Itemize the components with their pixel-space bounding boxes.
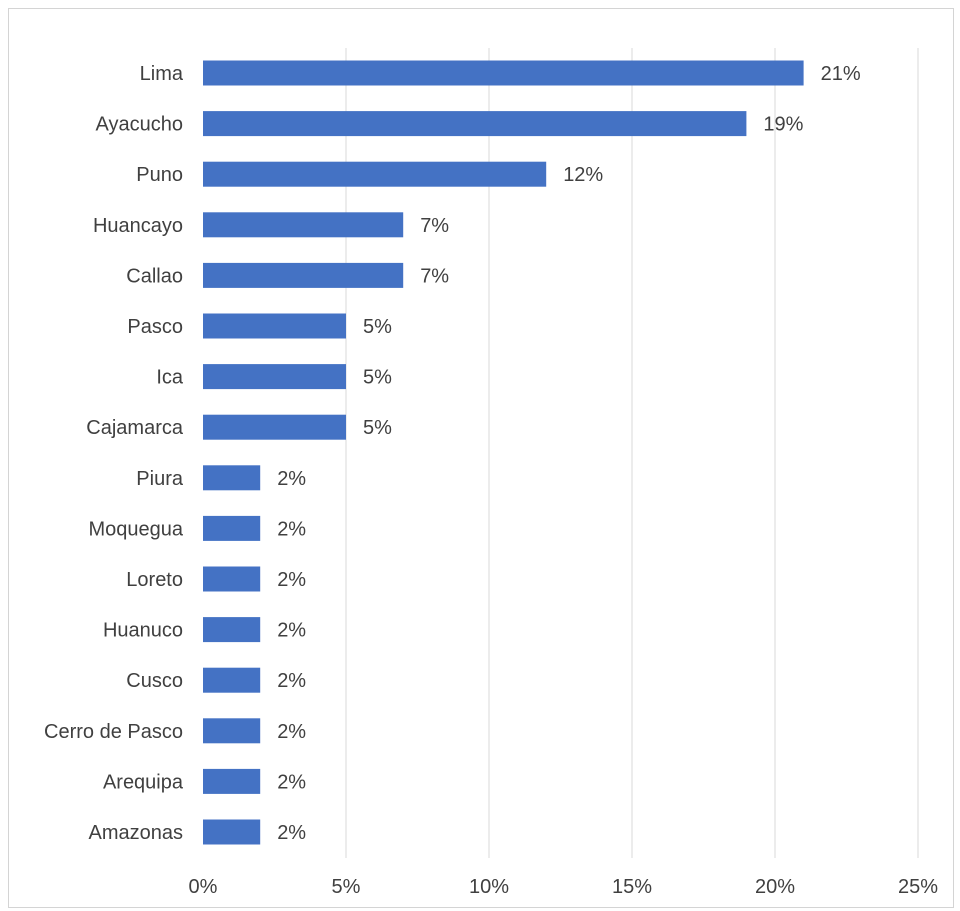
labels: 0% 5% 10% 15% 20% 25% Lima 21% Ayacucho 19% Puno 12… xyxy=(44,63,938,898)
value-label: 2% xyxy=(277,771,306,793)
category-label: Huanuco xyxy=(103,620,183,642)
value-label: 5% xyxy=(363,367,392,389)
x-tick-label: 25% xyxy=(898,876,938,898)
bar-lima xyxy=(203,60,804,86)
category-label: Cajamarca xyxy=(86,417,184,439)
value-label: 2% xyxy=(277,822,306,844)
x-tick-label: 15% xyxy=(612,876,652,898)
bar-pasco xyxy=(203,313,346,339)
bar-ayacucho xyxy=(203,111,747,137)
chart-frame xyxy=(8,8,954,908)
category-label: Pasco xyxy=(127,316,183,338)
value-label: 7% xyxy=(420,265,449,287)
category-label: Moquegua xyxy=(88,518,183,540)
value-label: 2% xyxy=(277,468,306,490)
category-label: Loreto xyxy=(126,569,183,591)
value-label: 2% xyxy=(277,670,306,692)
category-label: Cerro de Pasco xyxy=(44,721,183,743)
bar-arequipa xyxy=(203,768,261,794)
value-label: 7% xyxy=(420,215,449,237)
x-tick-label: 0% xyxy=(189,876,218,898)
category-label: Ica xyxy=(156,367,184,389)
value-label: 12% xyxy=(563,164,603,186)
category-label: Huancayo xyxy=(93,215,183,237)
value-label: 2% xyxy=(277,569,306,591)
bar-cusco xyxy=(203,667,261,693)
category-label: Arequipa xyxy=(103,771,184,793)
value-label: 2% xyxy=(277,721,306,743)
category-label: Puno xyxy=(136,164,183,186)
bar-cerro-de-pasco xyxy=(203,718,261,744)
category-label: Lima xyxy=(140,63,184,85)
category-label: Ayacucho xyxy=(96,114,183,136)
value-label: 5% xyxy=(363,417,392,439)
value-label: 19% xyxy=(763,114,803,136)
bar-callao xyxy=(203,262,404,288)
x-tick-label: 20% xyxy=(755,876,795,898)
bar-cajamarca xyxy=(203,414,346,440)
bars xyxy=(203,60,804,845)
x-tick-label: 10% xyxy=(469,876,509,898)
bar-loreto xyxy=(203,566,261,592)
bar-huancayo xyxy=(203,212,404,238)
value-label: 5% xyxy=(363,316,392,338)
value-label: 2% xyxy=(277,518,306,540)
bar-moquegua xyxy=(203,515,261,541)
x-tick-label: 5% xyxy=(332,876,361,898)
bar-ica xyxy=(203,364,346,390)
bar-puno xyxy=(203,161,547,187)
bar-amazonas xyxy=(203,819,261,845)
category-label: Piura xyxy=(136,468,184,490)
bar-piura xyxy=(203,465,261,491)
value-label: 2% xyxy=(277,620,306,642)
value-label: 21% xyxy=(821,63,861,85)
category-label: Amazonas xyxy=(89,822,184,844)
bar-huanuco xyxy=(203,617,261,643)
category-label: Callao xyxy=(126,265,183,287)
category-label: Cusco xyxy=(126,670,183,692)
